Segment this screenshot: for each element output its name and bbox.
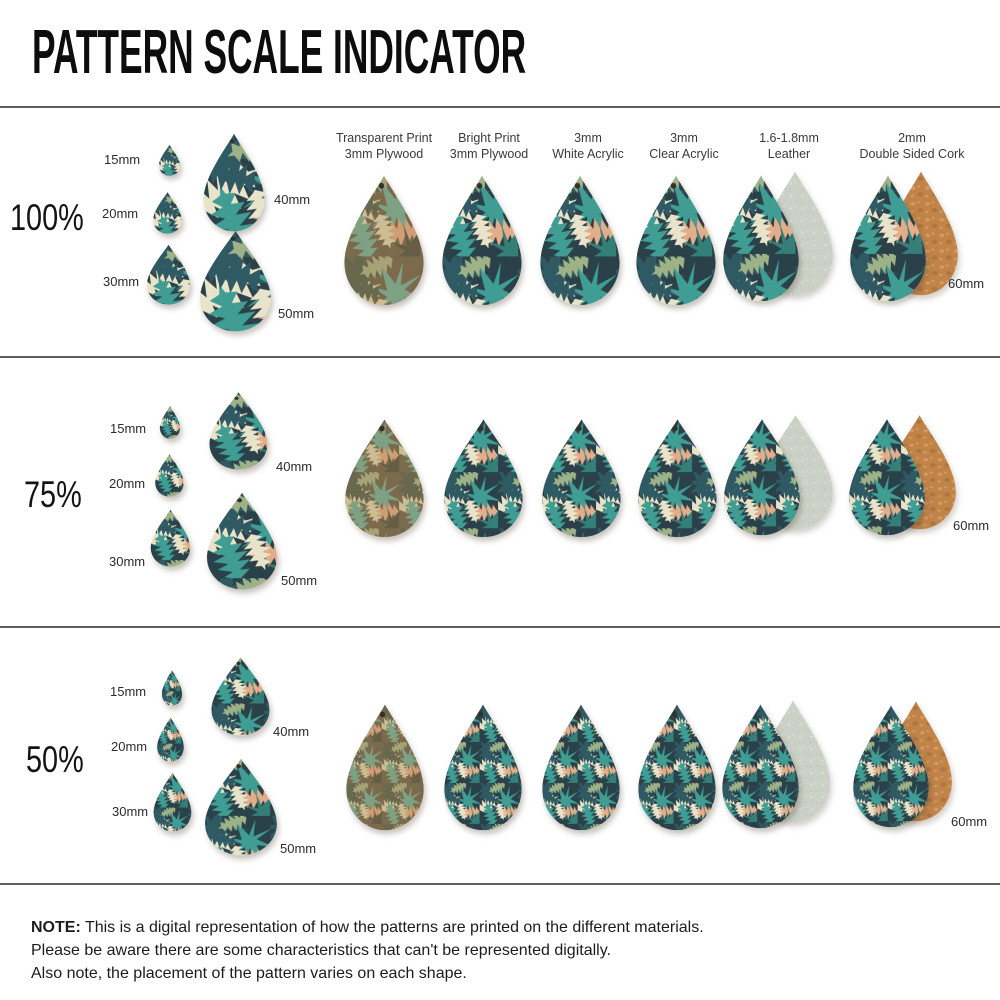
size-label-30mm: 30mm bbox=[109, 554, 146, 569]
row50-teardrop-30mm bbox=[153, 772, 192, 832]
divider-row2-row3 bbox=[0, 626, 1000, 628]
size-label-40mm: 40mm bbox=[274, 192, 311, 207]
size-label-50mm: 50mm bbox=[280, 841, 317, 856]
row50-teardrop-40mm bbox=[211, 657, 270, 736]
row100-teardrop-50mm bbox=[200, 230, 271, 332]
row50-teardrop-15mm bbox=[161, 670, 183, 706]
row50-teardrop-transparent-plywood bbox=[346, 704, 424, 831]
size-label-20mm: 20mm bbox=[109, 476, 146, 491]
size-label-30mm: 30mm bbox=[103, 274, 140, 289]
size-label-60mm: 60mm bbox=[948, 276, 985, 291]
material-header-bright-plywood: Bright Print 3mm Plywood bbox=[449, 131, 529, 162]
material-header-white-acrylic: 3mm White Acrylic bbox=[552, 131, 624, 162]
row50-teardrop-clear-acrylic bbox=[638, 704, 716, 831]
size-label-40mm: 40mm bbox=[276, 459, 313, 474]
note-label: NOTE: bbox=[31, 919, 81, 936]
divider-bottom bbox=[0, 883, 1000, 885]
row75-teardrop-white-acrylic bbox=[542, 419, 621, 538]
row75-teardrop-40mm bbox=[209, 392, 268, 470]
row100-teardrop-clear-acrylic bbox=[636, 175, 716, 306]
divider-top bbox=[0, 106, 1000, 108]
row75-teardrop-30mm bbox=[150, 509, 191, 567]
material-header-leather: 1.6-1.8mm Leather bbox=[759, 131, 819, 162]
scale-label-75: 75% bbox=[24, 474, 82, 515]
scale-label-50: 50% bbox=[26, 739, 84, 780]
size-label-30mm: 30mm bbox=[112, 804, 149, 819]
size-label-60mm: 60mm bbox=[953, 518, 990, 533]
note-block: NOTE: This is a digital representation o… bbox=[31, 916, 704, 985]
row75-teardrop-leather-front bbox=[724, 419, 800, 536]
size-label-60mm: 60mm bbox=[951, 814, 988, 829]
row100-teardrop-15mm bbox=[158, 144, 181, 176]
row75-teardrop-transparent-plywood bbox=[345, 419, 424, 538]
row75-teardrop-15mm bbox=[159, 405, 181, 439]
row75-teardrop-cork-front bbox=[849, 419, 925, 536]
note-line-2: Please be aware there are some character… bbox=[31, 942, 611, 959]
row100-teardrop-leather-front bbox=[723, 175, 799, 302]
material-header-clear-acrylic: 3mm Clear Acrylic bbox=[649, 131, 719, 162]
size-label-50mm: 50mm bbox=[281, 573, 318, 588]
row75-teardrop-clear-acrylic bbox=[638, 419, 717, 538]
row75-teardrop-50mm bbox=[207, 492, 277, 590]
note-line-1: NOTE: This is a digital representation o… bbox=[31, 919, 704, 936]
material-header-cork: 2mm Double Sided Cork bbox=[859, 131, 965, 162]
size-label-15mm: 15mm bbox=[104, 152, 141, 167]
note-line-3: Also note, the placement of the pattern … bbox=[31, 965, 467, 982]
row100-teardrop-30mm bbox=[146, 244, 191, 305]
divider-row1-row2 bbox=[0, 356, 1000, 358]
row100-teardrop-white-acrylic bbox=[540, 175, 620, 306]
row50-teardrop-bright-plywood bbox=[444, 704, 522, 831]
row75-teardrop-bright-plywood bbox=[444, 419, 523, 538]
row100-teardrop-bright-plywood bbox=[442, 175, 522, 306]
size-label-20mm: 20mm bbox=[102, 206, 139, 221]
row100-teardrop-20mm bbox=[153, 192, 182, 234]
material-header-transparent-plywood: Transparent Print 3mm Plywood bbox=[335, 131, 433, 162]
row50-teardrop-leather-front bbox=[722, 704, 799, 829]
row75-teardrop-20mm bbox=[155, 454, 184, 497]
row50-teardrop-50mm bbox=[205, 758, 277, 856]
size-label-20mm: 20mm bbox=[111, 739, 148, 754]
row100-teardrop-40mm bbox=[203, 133, 265, 232]
row50-teardrop-cork-front bbox=[853, 705, 929, 828]
size-label-40mm: 40mm bbox=[273, 724, 310, 739]
row50-teardrop-white-acrylic bbox=[542, 704, 620, 831]
size-label-15mm: 15mm bbox=[110, 684, 147, 699]
size-label-15mm: 15mm bbox=[110, 421, 147, 436]
row100-teardrop-cork-front bbox=[850, 175, 926, 302]
row100-teardrop-transparent-plywood bbox=[344, 175, 424, 306]
scale-label-100: 100% bbox=[10, 197, 84, 238]
size-label-50mm: 50mm bbox=[278, 306, 315, 321]
page-title: PATTERN SCALE INDICATOR bbox=[32, 18, 527, 87]
row50-teardrop-20mm bbox=[157, 717, 184, 762]
